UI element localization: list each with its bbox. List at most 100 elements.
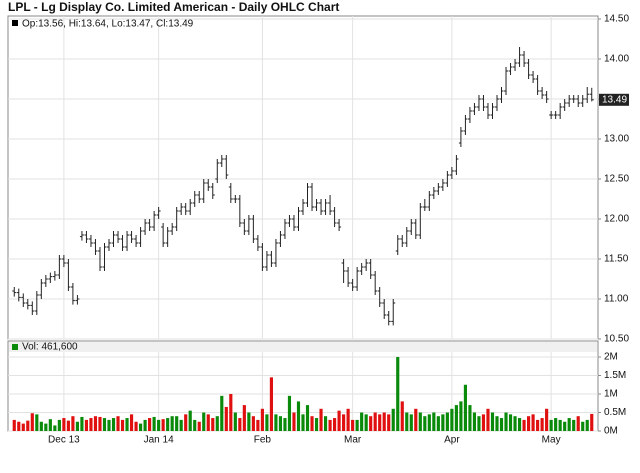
volume-bar xyxy=(57,419,61,431)
x-tick-label: Dec 13 xyxy=(48,435,80,446)
volume-bar xyxy=(572,419,576,431)
volume-bar xyxy=(531,414,535,431)
y-tick-label: 12.50 xyxy=(604,174,629,185)
volume-bar xyxy=(170,416,174,431)
volume-bar xyxy=(409,414,413,431)
volume-bar xyxy=(328,419,332,431)
y-tick-label: 1M xyxy=(604,389,618,400)
volume-bar xyxy=(202,412,206,431)
volume-bar xyxy=(301,414,305,431)
y-tick-label: 14.00 xyxy=(604,54,629,65)
volume-bar xyxy=(445,412,449,431)
volume-bar xyxy=(305,405,310,431)
volume-bar xyxy=(418,412,422,431)
volume-bar xyxy=(314,418,319,431)
volume-bar xyxy=(337,410,341,431)
volume-bar xyxy=(495,416,499,431)
volume-bar xyxy=(486,408,490,431)
volume-bar xyxy=(238,418,242,431)
volume-bar xyxy=(269,377,273,431)
last-price-box xyxy=(599,93,629,106)
volume-bar xyxy=(590,413,594,431)
volume-bar xyxy=(134,421,138,431)
volume-header xyxy=(9,342,597,352)
volume-bar xyxy=(247,412,251,431)
y-tick-label: 10.50 xyxy=(604,334,629,345)
x-tick-label: May xyxy=(542,435,561,446)
volume-bar xyxy=(107,419,111,431)
volume-bar xyxy=(567,418,571,431)
volume-bar xyxy=(310,416,314,431)
volume-bar xyxy=(12,419,16,431)
volume-bar xyxy=(545,408,549,431)
volume-bar xyxy=(296,401,301,431)
volume-bar xyxy=(369,416,373,431)
volume-bar xyxy=(102,418,107,431)
volume-bar xyxy=(206,414,210,431)
x-tick-label: Apr xyxy=(444,435,460,446)
volume-bar xyxy=(93,416,98,431)
last-price-label: 13.49 xyxy=(602,94,627,105)
volume-bar xyxy=(513,416,517,431)
volume-bar xyxy=(21,423,25,431)
volume-bar xyxy=(414,408,418,431)
y-tick-label: 1.5M xyxy=(604,370,626,381)
volume-bar xyxy=(188,410,192,431)
volume-bar xyxy=(224,406,228,431)
price-legend: Op:13.56, Hi:13.64, Lo:13.47, Cl:13.49 xyxy=(22,19,194,30)
volume-bar xyxy=(360,412,364,431)
volume-bar xyxy=(400,401,404,431)
volume-bar xyxy=(423,416,427,431)
volume-bar xyxy=(472,412,477,431)
volume-bar xyxy=(292,412,296,431)
volume-bar xyxy=(143,419,147,431)
volume-bar xyxy=(274,414,278,431)
volume-legend: Vol: 461,600 xyxy=(22,342,78,353)
volume-bar xyxy=(351,419,355,431)
volume-bar xyxy=(364,414,368,431)
volume-bar xyxy=(499,418,504,431)
volume-bar xyxy=(405,412,409,431)
volume-bar xyxy=(323,416,328,431)
volume-bar xyxy=(193,419,197,431)
volume-bar xyxy=(517,418,522,431)
volume-bar xyxy=(256,419,260,431)
volume-bar xyxy=(229,394,233,431)
y-tick-label: 11.00 xyxy=(604,294,629,305)
legend-swatch xyxy=(12,344,18,350)
y-tick-label: 0M xyxy=(604,426,618,437)
volume-bar xyxy=(75,421,79,431)
volume-bar xyxy=(139,423,143,431)
volume-bar xyxy=(576,416,580,431)
volume-bar xyxy=(98,416,102,431)
volume-bar xyxy=(333,418,337,431)
volume-bar xyxy=(373,412,377,431)
volume-bar xyxy=(342,414,346,431)
volume-bar xyxy=(436,416,440,431)
volume-bar xyxy=(432,412,436,431)
y-tick-label: 2M xyxy=(604,352,618,363)
volume-bar xyxy=(265,414,269,431)
volume-bar xyxy=(287,395,292,431)
volume-bar xyxy=(283,418,287,431)
volume-bar xyxy=(319,408,323,431)
volume-bar xyxy=(468,405,472,431)
volume-bar xyxy=(175,416,179,431)
volume-bar xyxy=(463,384,467,431)
volume-bar xyxy=(251,416,255,431)
volume-bar xyxy=(89,418,93,431)
volume-bar xyxy=(355,419,359,431)
volume-bar xyxy=(522,419,526,431)
volume-bar xyxy=(48,419,52,431)
volume-bar xyxy=(111,418,116,431)
y-tick-label: 11.50 xyxy=(604,254,629,265)
volume-bar xyxy=(504,412,508,431)
volume-bar xyxy=(378,414,382,431)
volume-bar xyxy=(387,414,391,431)
price-panel xyxy=(7,15,599,340)
volume-bar xyxy=(148,418,152,431)
volume-bar xyxy=(197,421,201,431)
volume-bar xyxy=(166,418,170,431)
volume-bar xyxy=(62,418,66,431)
